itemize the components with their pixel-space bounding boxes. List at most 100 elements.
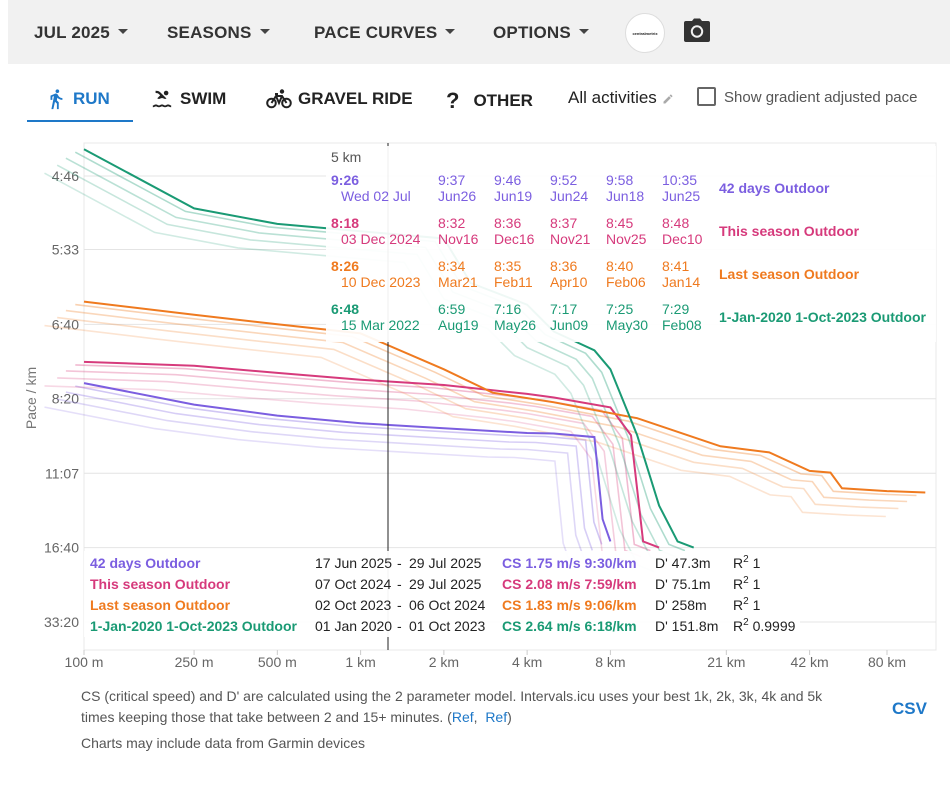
tooltip-best-date: Wed 02 Jul <box>341 188 411 204</box>
seasons-menu[interactable]: SEASONS <box>167 23 270 43</box>
faint-curve <box>44 172 655 573</box>
legend-critical-speed: CS 2.08 m/s 7:59/km <box>502 576 637 592</box>
series-line[interactable] <box>83 300 926 494</box>
tooltip-pace: 10:35 <box>662 172 697 188</box>
legend-date-to: 29 Jul 2025 <box>409 555 482 571</box>
tab-swim[interactable]: SWIM <box>150 84 226 122</box>
tooltip-date: Apr10 <box>550 274 588 290</box>
tooltip-pace: 8:36 <box>550 258 577 274</box>
tooltip-date: Nov16 <box>438 231 479 247</box>
tooltip-best-pace: 6:48 <box>331 301 359 317</box>
running-icon <box>50 89 63 110</box>
tooltip-best-pace: 9:26 <box>331 172 359 188</box>
tab-run[interactable]: RUN <box>27 84 133 122</box>
faint-curve <box>57 377 633 565</box>
footer-line-1: CS (critical speed) and D' are calculate… <box>81 688 823 704</box>
x-tick-label: 42 km <box>791 654 829 670</box>
series-line[interactable] <box>83 360 660 549</box>
legend-series-name[interactable]: This season Outdoor <box>90 576 231 592</box>
faint-curve <box>65 391 594 551</box>
top-bar: JUL 2025 SEASONS PACE CURVES OPTIONS cen… <box>8 0 950 64</box>
tooltip-pace: 8:36 <box>494 215 521 231</box>
tab-other[interactable]: ? OTHER <box>446 84 533 122</box>
tab-gravel-ride[interactable]: GRAVEL RIDE <box>266 84 413 122</box>
legend-d-prime: D' 151.8m <box>655 618 718 634</box>
tooltip-date: Jun26 <box>438 188 476 204</box>
tooltip-date: Feb06 <box>606 274 646 290</box>
activity-filter-dropdown[interactable]: All activities <box>568 88 674 108</box>
legend-series-name[interactable]: 42 days Outdoor <box>90 555 201 571</box>
ref-link-1[interactable]: Ref <box>451 709 474 725</box>
faint-curve <box>44 324 886 518</box>
tooltip-pace: 8:45 <box>606 215 633 231</box>
month-menu[interactable]: JUL 2025 <box>34 23 128 43</box>
pace-curves-menu-label: PACE CURVES <box>314 23 438 42</box>
tab-swim-label: SWIM <box>180 89 227 108</box>
tooltip-pace: 8:37 <box>550 215 577 231</box>
tooltip-date: Aug19 <box>438 317 479 333</box>
tooltip-date: Jun18 <box>606 188 644 204</box>
legend-series-name[interactable]: 1-Jan-2020 1-Oct-2023 Outdoor <box>90 618 298 634</box>
legend-date-sep: - <box>397 597 402 613</box>
legend-r-squared: R2 0.9999 <box>733 617 796 634</box>
month-menu-label: JUL 2025 <box>34 23 110 42</box>
legend-r-squared: R2 1 <box>733 554 761 571</box>
seasons-menu-label: SEASONS <box>167 23 252 42</box>
y-axis-title: Pace / km <box>23 367 39 429</box>
legend-critical-speed: CS 1.83 m/s 9:06/km <box>502 597 637 613</box>
gradient-adjusted-checkbox[interactable] <box>697 87 716 106</box>
legend-date-sep: - <box>397 576 402 592</box>
pace-curve-chart[interactable]: 4:46 5:33 6:40 8:20 11:07 16:40 33:20 Pace / k… <box>0 130 950 675</box>
chevron-down-icon <box>259 29 270 35</box>
tooltip-distance: 5 km <box>331 149 361 165</box>
faint-curve <box>57 398 585 558</box>
tooltip-date: Mar21 <box>438 274 478 290</box>
tooltip-date: Nov21 <box>550 231 591 247</box>
footer-line-2-text: times keeping those that take between 2 … <box>81 709 452 725</box>
faint-curve <box>57 316 899 510</box>
pace-curves-menu[interactable]: PACE CURVES <box>314 23 456 43</box>
legend-d-prime: D' 47.3m <box>655 555 711 571</box>
faint-curve <box>75 303 917 497</box>
tooltip-best-pace: 8:26 <box>331 258 359 274</box>
tooltip-pace: 7:17 <box>550 301 577 317</box>
series-line[interactable] <box>83 382 612 542</box>
faint-curve <box>44 406 572 566</box>
tooltip-pace: 7:16 <box>494 301 521 317</box>
tooltip-date: Dec10 <box>662 231 703 247</box>
y-tick-label: 5:33 <box>52 241 79 257</box>
x-tick-label: 21 km <box>707 654 745 670</box>
x-tick-label: 500 m <box>258 654 297 670</box>
y-tick-label: 6:40 <box>52 316 79 332</box>
camera-icon[interactable] <box>683 18 711 44</box>
options-menu[interactable]: OPTIONS <box>493 23 589 43</box>
tab-gravel-ride-label: GRAVEL RIDE <box>298 89 413 108</box>
tooltip-best-date: 03 Dec 2024 <box>341 231 421 247</box>
tooltip-series-label: 42 days Outdoor <box>719 180 830 196</box>
chevron-down-icon <box>445 29 456 35</box>
legend-date-to: 01 Oct 2023 <box>409 618 485 634</box>
tooltip-pace: 9:52 <box>550 172 577 188</box>
x-tick-label: 2 km <box>429 654 459 670</box>
x-tick-label: 250 m <box>175 654 214 670</box>
legend-r-squared: R2 1 <box>733 596 761 613</box>
tooltip-pace: 9:37 <box>438 172 465 188</box>
csv-download-link[interactable]: CSV <box>892 699 927 718</box>
legend-date-sep: - <box>397 555 402 571</box>
tooltip-date: Jun24 <box>550 188 588 204</box>
tooltip-date: Jun25 <box>662 188 700 204</box>
x-tick-label: 100 m <box>65 654 104 670</box>
footer-line-3: Charts may include data from Garmin devi… <box>81 735 365 751</box>
x-tick-label: 4 km <box>512 654 542 670</box>
tooltip-date: May30 <box>606 317 648 333</box>
athlete-avatar[interactable]: centralmetrix <box>625 13 665 53</box>
legend-critical-speed: CS 1.75 m/s 9:30/km <box>502 555 637 571</box>
tooltip-date: Jun09 <box>550 317 588 333</box>
legend-date-from: 02 Oct 2023 <box>315 597 391 613</box>
faint-curve <box>44 385 620 573</box>
footer-line-2: times keeping those that take between 2 … <box>81 709 512 725</box>
ref-link-2[interactable]: Ref <box>485 709 508 725</box>
legend-series-name[interactable]: Last season Outdoor <box>90 597 231 613</box>
plot-frame <box>83 142 937 651</box>
